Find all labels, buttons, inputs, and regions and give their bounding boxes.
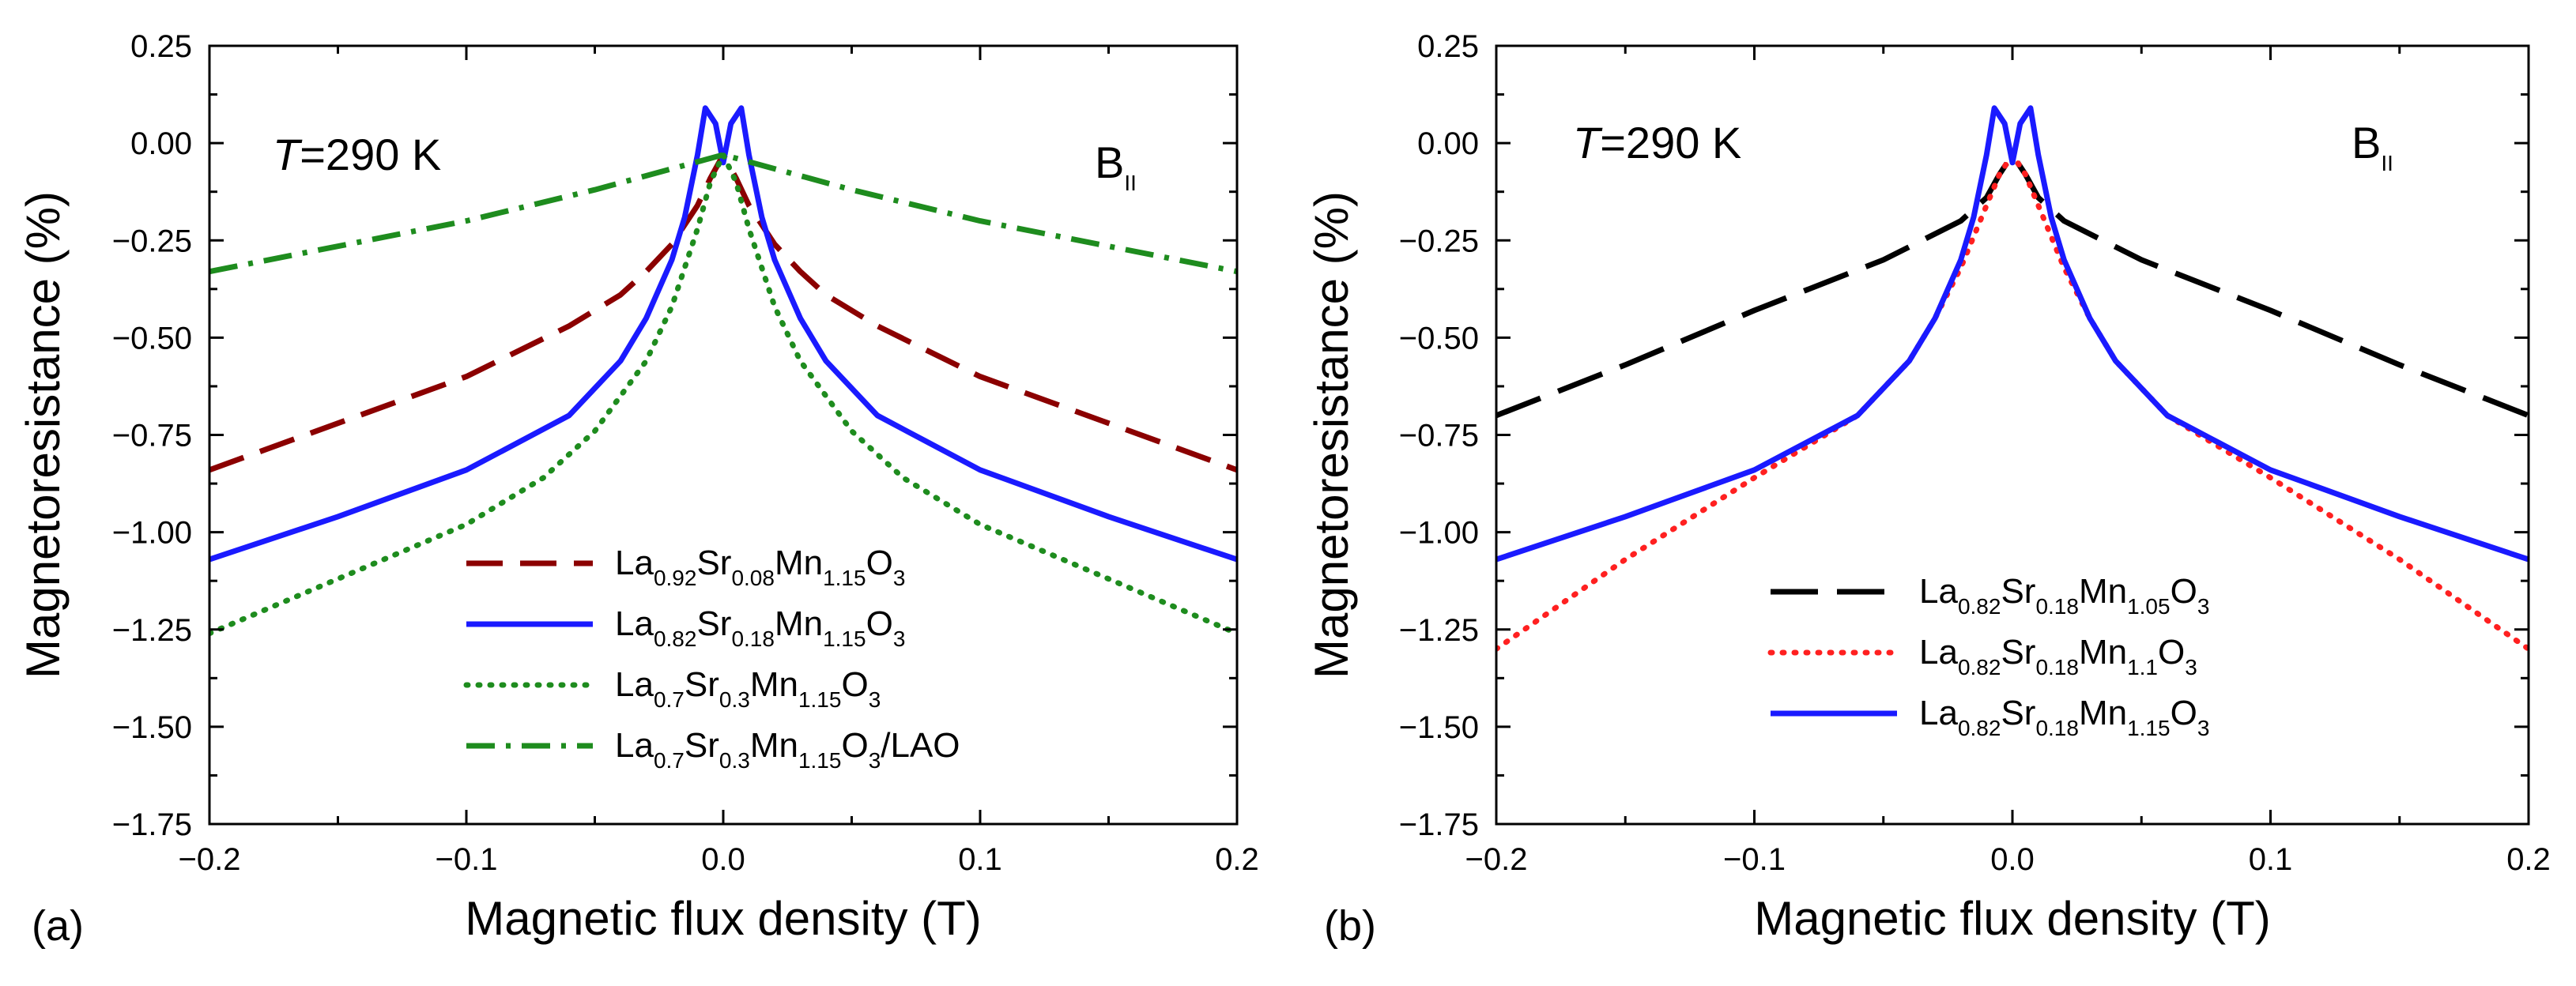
x-tick-label: 0.1 [2249, 842, 2293, 877]
panel-b: −0.2 −0.1 0.0 0.1 0.2 0.25 0.00 −0.25 −0.50 −0.75… [1305, 29, 2551, 950]
y-tick-label: −0.25 [1399, 224, 1479, 258]
x-tick-label: 0.2 [2506, 842, 2551, 877]
x-tick-label: −0.1 [436, 842, 498, 877]
series-line-4 [209, 152, 1237, 275]
field-orientation-annotation: BII [1095, 137, 1137, 195]
y-tick-label: 0.00 [1417, 126, 1479, 161]
y-tick-label: −0.75 [1399, 419, 1479, 453]
panel-label: (a) [32, 902, 84, 950]
legend-label: La0.82Sr0.18Mn1.1O3 [1919, 633, 2197, 679]
legend-label: La0.82Sr0.18Mn1.05O3 [1919, 572, 2209, 619]
legend-label: La0.82Sr0.18Mn1.15O3 [615, 604, 905, 651]
y-tick-label: −0.50 [1399, 321, 1479, 356]
x-tick-label: −0.2 [179, 842, 241, 877]
panel-a: −0.2 −0.1 0.0 0.1 0.2 0.25 0.00 −0.25 −0.50 −0.75… [17, 29, 1259, 950]
x-tick-label: 0.1 [958, 842, 1002, 877]
legend-label: La0.82Sr0.18Mn1.15O3 [1919, 694, 2209, 740]
legend-label: La0.7Sr0.3Mn1.15O3/LAO [615, 726, 960, 773]
y-tick-label: −1.50 [1399, 710, 1479, 745]
legend: La0.92Sr0.08Mn1.15O3 La0.82Sr0.18Mn1.15O3… [463, 544, 960, 773]
x-tick-label: −0.2 [1465, 842, 1528, 877]
series-line-3 [209, 152, 1237, 637]
y-tick-label: −1.00 [1399, 516, 1479, 551]
y-axis-label: Magnetoresistance (%) [1305, 191, 1358, 679]
panel-label: (b) [1324, 902, 1376, 950]
legend-label: La0.7Sr0.3Mn1.15O3 [615, 665, 881, 712]
series-line-2 [209, 105, 1237, 563]
x-tick-label: −0.1 [1723, 842, 1786, 877]
series-line-1 [209, 152, 1237, 473]
series-line-1 [1496, 152, 2529, 419]
y-tick-label: 0.25 [130, 29, 192, 64]
y-tick-label: −0.50 [112, 321, 192, 356]
y-tick-label: −1.50 [112, 710, 192, 745]
x-tick-label: 0.0 [1990, 842, 2035, 877]
y-tick-label: −1.75 [1399, 807, 1479, 842]
y-tick-label: −1.25 [112, 613, 192, 648]
temperature-annotation: T=290 K [1573, 118, 1741, 167]
y-tick-label: −0.75 [112, 419, 192, 453]
y-tick-label: −1.00 [112, 516, 192, 551]
x-axis-label: Magnetic flux density (T) [1754, 892, 2271, 945]
legend-label: La0.92Sr0.08Mn1.15O3 [615, 544, 905, 590]
y-tick-label: 0.00 [130, 126, 192, 161]
series-line-3 [1496, 105, 2529, 563]
x-axis-label: Magnetic flux density (T) [465, 892, 982, 945]
field-orientation-annotation: BII [2352, 118, 2393, 175]
y-tick-label: 0.25 [1417, 29, 1479, 64]
y-tick-label: −1.75 [112, 807, 192, 842]
y-tick-label: −1.25 [1399, 613, 1479, 648]
x-tick-label: 0.0 [701, 842, 745, 877]
y-tick-label: −0.25 [112, 224, 192, 258]
y-axis-label: Magnetoresistance (%) [17, 191, 70, 679]
legend: La0.82Sr0.18Mn1.05O3 La0.82Sr0.18Mn1.1O3 L… [1767, 572, 2209, 740]
temperature-annotation: T=290 K [273, 130, 441, 179]
x-tick-label: 0.2 [1215, 842, 1259, 877]
